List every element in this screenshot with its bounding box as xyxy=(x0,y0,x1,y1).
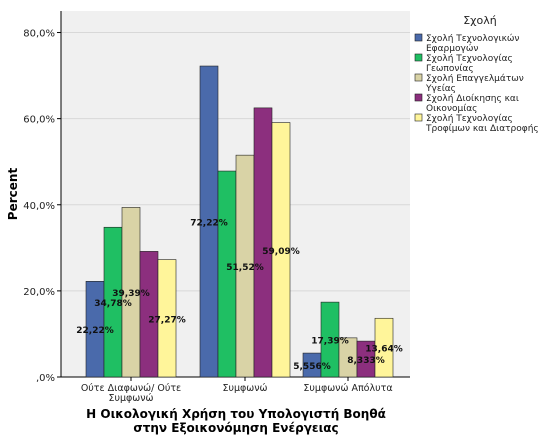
legend-item-label: Εφαρμογών xyxy=(426,43,478,54)
legend-item-label: Σχολή Διοίκησης και xyxy=(426,94,519,104)
legend-item-label: Γεωπονίας xyxy=(426,64,474,74)
bar xyxy=(157,259,177,378)
y-tick-label: 20,0% xyxy=(23,287,55,298)
legend-swatch xyxy=(414,53,423,62)
legend-swatch xyxy=(414,73,423,82)
legend-item-label: Σχολή Τεχνολογίας xyxy=(426,54,513,64)
x-tick-label: Συμφωνώ xyxy=(222,383,267,394)
legend-swatch xyxy=(414,33,423,42)
legend-item-label: Υγείας xyxy=(425,84,456,94)
legend-item-label: Σχολή Τεχνολογικών xyxy=(426,33,519,44)
bar xyxy=(253,107,273,378)
legend-title: Σχολή xyxy=(463,14,497,27)
legend-swatch xyxy=(414,93,423,102)
legend-item-label: Σχολή Τεχνολογίας xyxy=(426,114,513,124)
bar-data-label: 8,333% xyxy=(347,356,385,366)
bar xyxy=(139,251,159,378)
y-tick-label: 40,0% xyxy=(23,201,55,212)
legend-item-label: Σχολή Επαγγελμάτων xyxy=(426,74,524,84)
bar-data-label: 5,556% xyxy=(293,362,331,372)
bar-data-label: 27,27% xyxy=(148,315,186,325)
bar-data-label: 22,22% xyxy=(76,326,114,336)
bar-data-label: 39,39% xyxy=(112,289,150,299)
y-axis-title: Percent xyxy=(6,168,20,221)
y-tick-label: ,0% xyxy=(36,373,55,384)
bar-data-label: 72,22% xyxy=(190,219,228,229)
y-tick-label: 60,0% xyxy=(23,115,55,126)
bar-data-label: 51,52% xyxy=(226,263,264,273)
bar xyxy=(217,170,237,378)
x-axis-title: στην Εξοικονόμηση Ενέργειας xyxy=(133,421,338,435)
bar-data-label: 59,09% xyxy=(262,247,300,257)
bar xyxy=(374,317,394,378)
y-tick-label: 80,0% xyxy=(23,29,55,40)
bar xyxy=(271,122,291,378)
bar-data-label: 13,64% xyxy=(365,345,403,355)
x-tick-label: Ούτε Διαφωνώ/ Ούτε xyxy=(81,383,181,394)
legend-item-label: Οικονομίας xyxy=(426,104,477,114)
bar-data-label: 17,39% xyxy=(311,337,349,347)
legend-swatch xyxy=(414,113,423,122)
legend-item-label: Τροφίμων και Διατροφής xyxy=(425,124,539,134)
x-tick-label: Συμφωνώ Απόλυτα xyxy=(303,383,392,394)
x-axis-title: Η Οικολογική Χρήση του Υπολογιστή Βοηθά xyxy=(86,407,386,421)
x-tick-label: Συμφωνώ xyxy=(108,393,153,404)
bar-data-label: 34,78% xyxy=(94,299,132,309)
